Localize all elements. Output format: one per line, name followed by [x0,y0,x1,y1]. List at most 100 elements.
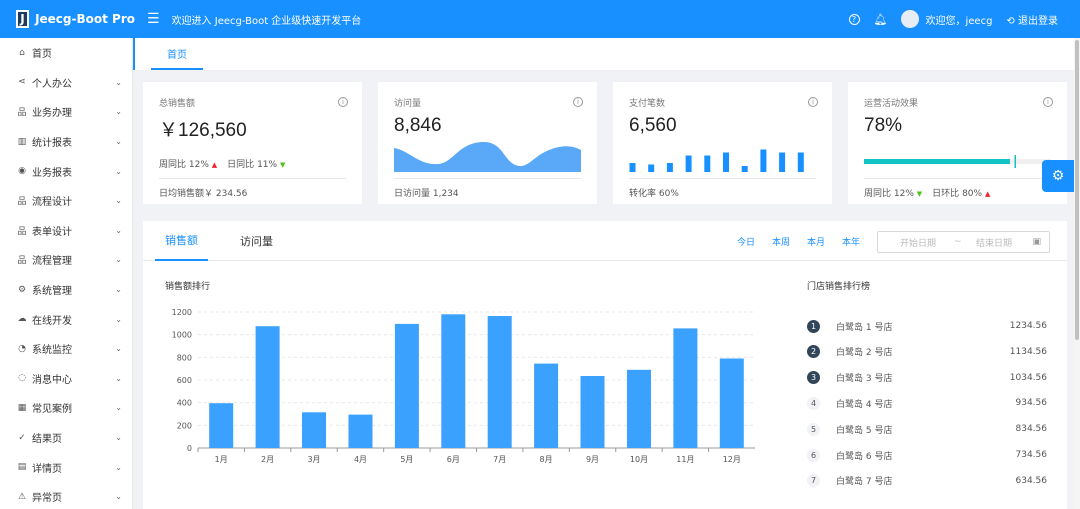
warning-icon: ⚠ [17,491,27,502]
sidebar-item-11[interactable]: ◌ 消息中心 ⌄ [0,364,132,394]
period-year[interactable]: 本年 [842,237,861,248]
store-name: 白鹭岛 5 号店 [836,425,893,436]
dashboard-icon: ◔ [18,343,26,354]
sidebar-item-4[interactable]: ◉ 业务报表 ⌄ [0,156,132,186]
sales-bar[interactable] [255,326,280,448]
card-value: 8,846 [394,115,442,136]
period-month[interactable]: 本月 [807,237,826,248]
x-tick-label: 9月 [586,455,599,464]
store-sales: 834.56 [1015,424,1048,435]
settings-gear-button[interactable]: ⚙ [1042,160,1074,192]
tab-sales[interactable]: 销售额 [155,221,208,261]
sidebar-item-15[interactable]: ⚠ 异常页 ⌄ [0,482,132,509]
chevron-down-icon: ⌄ [115,403,122,413]
menu-fold-icon[interactable]: ☰ [147,11,160,27]
period-today[interactable]: 今日 [737,237,756,248]
store-sales: 1034.56 [1009,372,1047,383]
x-tick-label: 5月 [400,455,413,464]
info-icon[interactable]: i [338,97,348,107]
app-name: Jeecg-Boot Pro [35,12,135,26]
date-range-picker[interactable]: 开始日期 ~ 结束日期 ▣ [877,231,1050,253]
sales-bar[interactable] [673,328,698,448]
period-week[interactable]: 本周 [772,237,791,248]
sidebar-item-8[interactable]: ⚙ 系统管理 ⌄ [0,275,132,305]
rank-badge: 5 [807,422,820,436]
trend-value: 11% [257,160,278,170]
sidebar-item-10[interactable]: ◔ 系统监控 ⌄ [0,334,132,364]
sales-bar[interactable] [302,412,326,448]
top-header: J Jeecg-Boot Pro ☰ 欢迎进入 Jeecg-Boot 企业级快速… [0,0,1080,38]
sales-bar[interactable] [580,376,605,448]
ranking-row: 4 白鹭岛 4 号店 934.56 [807,395,1047,411]
sales-bar[interactable] [534,363,559,448]
card-trends: 周同比 12% ▼ 日环比 80% ▲ [864,186,990,199]
sidebar-item-2[interactable]: 品业务办理 ⌄ [0,97,132,127]
sidebar-item-5[interactable]: 品流程设计 ⌄ [0,186,132,216]
tab-home[interactable]: 首页 [151,38,203,70]
card-value: 6,560 [629,115,677,136]
chart-title: 销售额排行 [165,282,211,292]
sales-bar[interactable] [209,403,234,448]
sidebar-item-7[interactable]: 品流程管理 ⌄ [0,245,132,275]
caret-down-icon: ▼ [916,190,923,198]
sidebar-item-12[interactable]: ▦ 常见案例 ⌄ [0,393,132,423]
x-tick-label: 8月 [540,455,553,464]
help-icon[interactable]: ? [848,13,860,25]
panel-tabs: 销售额 访问量 今日 本周 本月 本年 开始日期 ~ 结束日期 ▣ [143,221,1067,261]
divider [159,178,346,179]
sales-bar[interactable] [441,314,466,448]
x-tick-label: 6月 [447,455,460,464]
sales-bar[interactable] [719,358,744,449]
chevron-down-icon: ⌄ [115,225,122,235]
visits-area-chart [394,142,581,172]
sidebar-item-label: 常见案例 [32,404,72,416]
sidebar-item-3[interactable]: ▥ 统计报表 ⌄ [0,127,132,157]
ranking-row: 3 白鹭岛 3 号店 1034.56 [807,370,1047,386]
sidebar-item-6[interactable]: 品表单设计 ⌄ [0,216,132,246]
sidebar-item-0[interactable]: ⌂ 首页 [0,38,132,68]
sidebar-item-13[interactable]: ✓ 结果页 ⌄ [0,423,132,453]
y-tick-label: 0 [187,444,192,453]
info-icon[interactable]: i [808,97,818,107]
sales-bar[interactable] [487,316,512,448]
rank-badge: 2 [807,345,820,359]
sidebar-item-1[interactable]: ⋖ 个人办公 ⌄ [0,68,132,98]
visits-area [394,142,581,172]
y-tick-label: 600 [177,376,192,385]
x-tick-label: 3月 [307,455,320,464]
info-icon[interactable]: i [1043,97,1053,107]
user-menu[interactable]: 欢迎您，jeecg [901,10,992,28]
sidebar-item-9[interactable]: ☁ 在线开发 ⌄ [0,304,132,334]
scrollbar-thumb[interactable] [1075,40,1079,340]
payment-bar [666,163,673,172]
sidebar-item-label: 统计报表 [32,138,72,150]
card-title: 总销售额 [159,99,196,109]
sidebar-item-14[interactable]: ▤ 详情页 ⌄ [0,452,132,482]
info-icon[interactable]: i [573,97,583,107]
start-date-input[interactable]: 开始日期 [900,238,937,249]
logout-button[interactable]: ⟲ 退出登录 [1006,12,1058,27]
bell-icon[interactable]: 🔔︎ [873,12,888,26]
trend-value: 12% [893,189,914,199]
divider [629,178,816,179]
cluster-icon: 品 [17,108,27,119]
tab-visits[interactable]: 访问量 [240,235,273,248]
trend-value: 80% [962,189,983,199]
sales-bar[interactable] [348,414,373,448]
rank-badge: 3 [807,371,820,385]
ranking-title: 门店销售排行榜 [807,282,871,292]
payment-bar [685,155,692,172]
trend-value: 12% [188,160,209,170]
sidebar-item-label: 系统管理 [32,286,72,298]
avatar [901,10,920,28]
payment-bar [629,163,636,172]
ranking-row: 7 白鹭岛 7 号店 634.56 [807,473,1047,489]
logo[interactable]: J Jeecg-Boot Pro [0,0,135,38]
rank-badge: 4 [807,396,820,410]
sales-bar[interactable] [627,369,651,448]
payment-bar [741,166,748,172]
end-date-input[interactable]: 结束日期 [976,238,1013,249]
sales-bar[interactable] [394,323,419,448]
sidebar-item-label: 表单设计 [32,226,72,238]
ranking-row: 5 白鹭岛 5 号店 834.56 [807,421,1047,437]
